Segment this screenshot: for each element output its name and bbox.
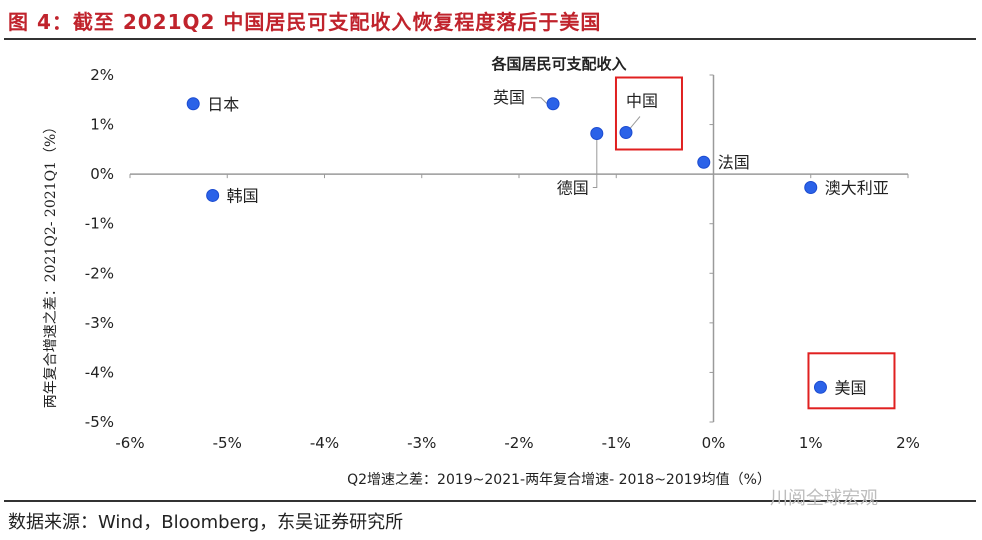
x-tick-label: -3%: [407, 434, 436, 452]
y-tick-label: -2%: [85, 264, 114, 282]
x-tick-label: -5%: [213, 434, 242, 452]
x-tick-label: -1%: [602, 434, 631, 452]
x-tick-label: -2%: [504, 434, 533, 452]
y-tick-label: -3%: [85, 314, 114, 332]
point-英国: [546, 97, 560, 111]
point-label: 日本: [207, 95, 239, 114]
point-label: 中国: [626, 92, 658, 111]
x-axis-label: Q2增速之差：2019~2021-两年复合增速- 2018~2019均值（%）: [347, 471, 771, 488]
point-德国: [590, 126, 604, 140]
point-label: 法国: [718, 153, 750, 172]
point-美国: [813, 380, 827, 394]
bottom-rule: [4, 500, 976, 502]
point-法国: [697, 155, 711, 169]
watermark: 川阅全球宏观: [770, 488, 878, 509]
point-日本: [186, 97, 200, 111]
callout-line: [592, 139, 598, 188]
callout-line: [629, 116, 641, 129]
callout-line: [531, 97, 548, 105]
figure-title: 图 4：截至 2021Q2 中国居民可支配收入恢复程度落后于美国: [8, 10, 602, 34]
y-tick-label: -4%: [85, 363, 114, 381]
chart-title: 各国居民可支配收入: [490, 55, 626, 73]
x-tick-label: 2%: [896, 434, 920, 452]
x-tick-label: -6%: [115, 434, 144, 452]
point-label: 韩国: [227, 186, 259, 205]
point-韩国: [206, 188, 220, 202]
point-label: 英国: [493, 88, 525, 107]
source-note: 数据来源：Wind，Bloomberg，东吴证券研究所: [8, 512, 404, 533]
point-中国: [619, 126, 633, 140]
point-label: 澳大利亚: [825, 179, 889, 198]
point-澳大利亚: [804, 181, 818, 195]
x-tick-label: -4%: [310, 434, 339, 452]
y-tick-label: 2%: [90, 66, 114, 84]
highlight-box: [614, 76, 683, 151]
y-tick-label: -1%: [85, 215, 114, 233]
y-tick-label: -5%: [85, 413, 114, 431]
highlight-box: [807, 352, 896, 410]
point-label: 美国: [834, 378, 866, 397]
top-rule: [4, 38, 976, 40]
x-tick-label: 1%: [799, 434, 823, 452]
point-label: 德国: [557, 178, 589, 197]
y-tick-label: 0%: [90, 165, 114, 183]
y-tick-label: 1%: [90, 116, 114, 134]
x-tick-label: 0%: [702, 434, 726, 452]
